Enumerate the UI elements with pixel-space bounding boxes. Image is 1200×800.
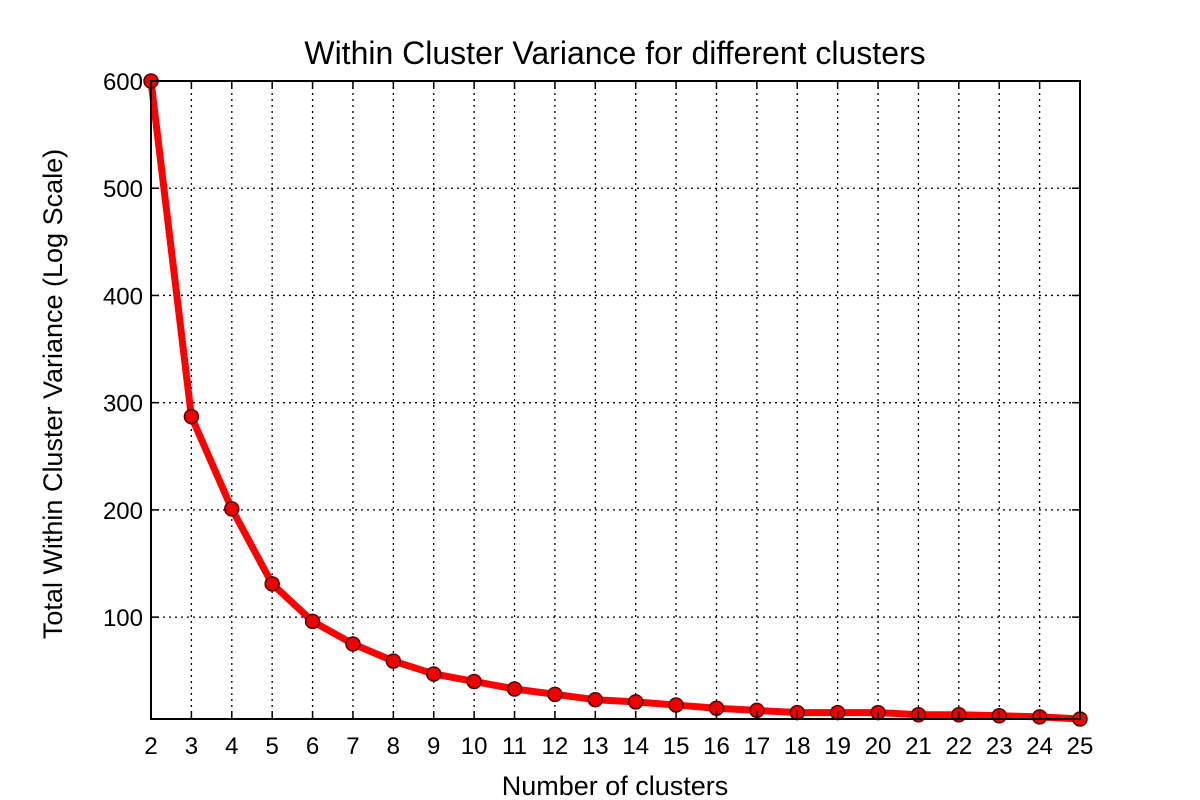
x-tick-label: 21 <box>905 733 932 760</box>
x-tick-label: 2 <box>144 733 157 760</box>
x-tick-label: 12 <box>542 733 569 760</box>
y-tick-label: 500 <box>103 176 143 203</box>
grid-lines <box>151 81 1080 719</box>
data-point <box>345 636 361 652</box>
x-tick-label: 4 <box>225 733 238 760</box>
data-point <box>627 694 644 710</box>
y-tick-label: 100 <box>103 605 143 632</box>
x-tick-label: 10 <box>461 733 488 760</box>
data-series <box>143 73 1088 727</box>
data-point <box>506 681 523 697</box>
x-tick-label: 23 <box>986 733 1013 760</box>
y-tick-label: 200 <box>103 498 143 525</box>
data-point <box>183 408 200 425</box>
data-point <box>466 673 482 690</box>
data-point <box>264 576 280 592</box>
x-tick-label: 9 <box>427 733 440 760</box>
x-tick-label: 3 <box>185 733 198 760</box>
x-tick-label: 11 <box>502 733 527 760</box>
chart-title: Within Cluster Variance for different cl… <box>304 35 925 71</box>
data-point <box>587 691 604 708</box>
x-tick-label: 7 <box>346 733 359 760</box>
x-tick-label: 6 <box>306 733 319 760</box>
y-axis-label: Total Within Cluster Variance (Log Scale… <box>38 149 68 639</box>
data-point <box>224 501 240 517</box>
y-tick-label: 400 <box>103 283 143 310</box>
x-tick-label: 15 <box>663 733 690 760</box>
y-tick-label: 300 <box>103 391 143 418</box>
axis-ticks: 2 3 4 5 6 7 8 9 10 11 12 13 14 15 16 17 18 19 20 21 22 23 24 25… <box>103 69 1093 760</box>
x-tick-label: 8 <box>387 733 400 760</box>
data-point <box>304 613 321 630</box>
x-tick-label: 25 <box>1067 733 1094 760</box>
x-tick-label: 17 <box>744 733 771 760</box>
x-tick-label: 5 <box>265 733 278 760</box>
x-tick-label: 13 <box>582 733 609 760</box>
x-tick-label: 14 <box>622 733 649 760</box>
data-point <box>425 666 442 682</box>
data-point <box>385 653 402 669</box>
x-tick-label: 16 <box>703 733 730 760</box>
x-axis-label: Number of clusters <box>502 771 729 800</box>
x-tick-label: 19 <box>824 733 851 760</box>
plot-frame <box>150 80 1081 720</box>
x-tick-label: 22 <box>945 733 972 760</box>
x-tick-label: 24 <box>1026 733 1053 760</box>
x-tick-label: 20 <box>865 733 892 760</box>
data-point <box>668 697 684 713</box>
data-point <box>547 686 563 703</box>
x-tick-label: 18 <box>784 733 811 760</box>
y-tick-label: 600 <box>103 69 143 96</box>
series-line <box>147 77 1084 723</box>
